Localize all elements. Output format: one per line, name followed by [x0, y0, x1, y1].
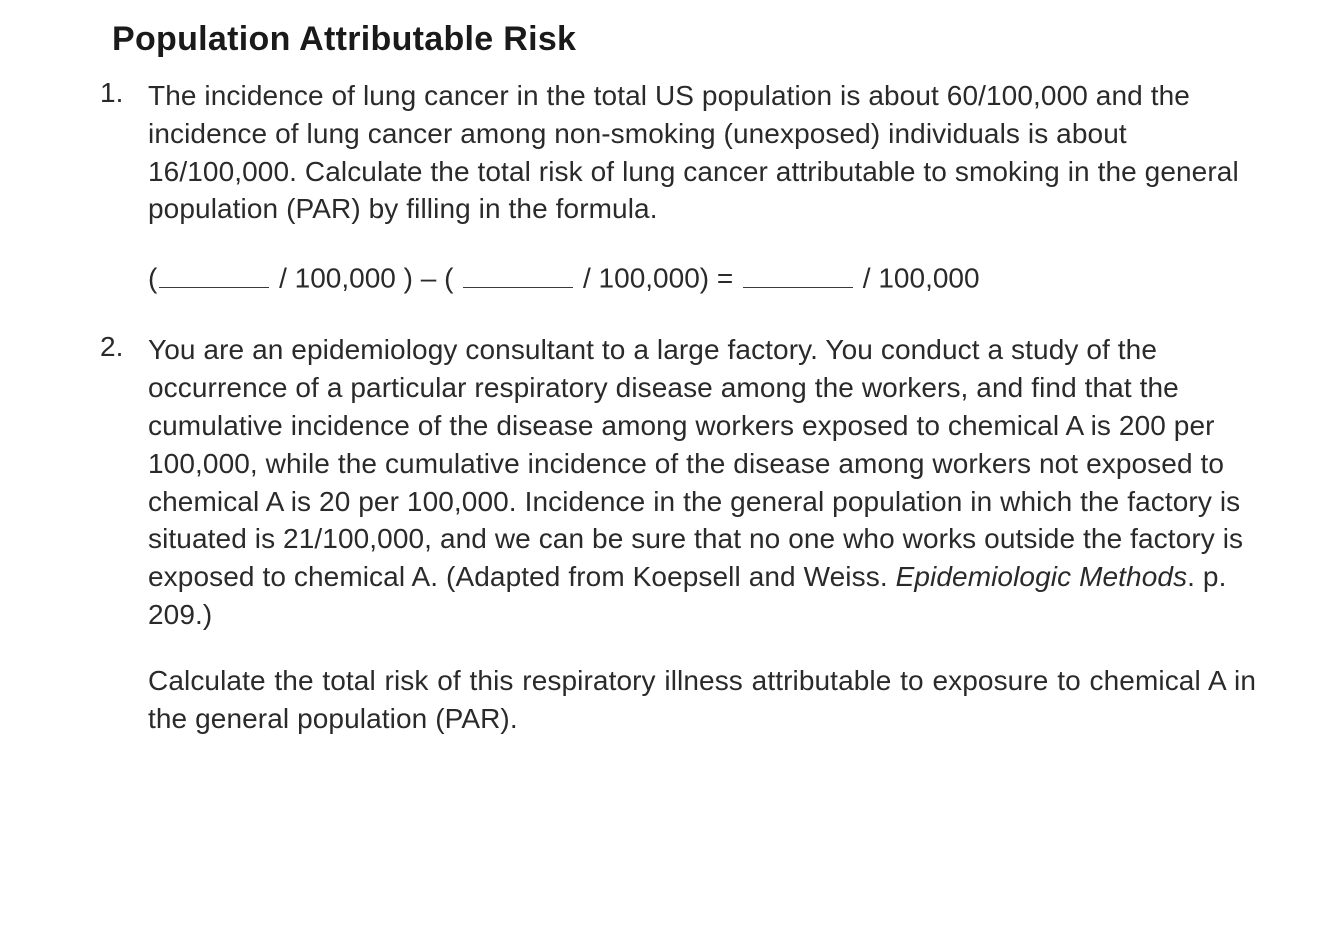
- formula-blank-1[interactable]: [159, 258, 269, 287]
- question-2: You are an epidemiology consultant to a …: [100, 331, 1256, 737]
- q2-p1-part-a: You are an epidemiology consultant to a …: [148, 334, 1243, 592]
- question-1: The incidence of lung cancer in the tota…: [100, 77, 1256, 297]
- question-list: The incidence of lung cancer in the tota…: [100, 77, 1256, 737]
- page-title: Population Attributable Risk: [112, 20, 1256, 59]
- question-1-formula: ( / 100,000 ) – ( / 100,000) = / 100,000: [148, 258, 1256, 297]
- formula-seg-3: / 100,000: [855, 263, 980, 294]
- formula-blank-3[interactable]: [743, 258, 853, 287]
- formula-open-paren: (: [148, 263, 157, 294]
- q2-p1-italic: Epidemiologic Methods: [896, 561, 1188, 592]
- formula-seg-2: / 100,000) =: [575, 263, 741, 294]
- formula-seg-1: / 100,000 ) – (: [271, 263, 461, 294]
- question-2-paragraph-2: Calculate the total risk of this respira…: [148, 662, 1256, 738]
- formula-blank-2[interactable]: [463, 258, 573, 287]
- question-2-paragraph-1: You are an epidemiology consultant to a …: [148, 331, 1256, 633]
- question-1-text: The incidence of lung cancer in the tota…: [148, 77, 1256, 228]
